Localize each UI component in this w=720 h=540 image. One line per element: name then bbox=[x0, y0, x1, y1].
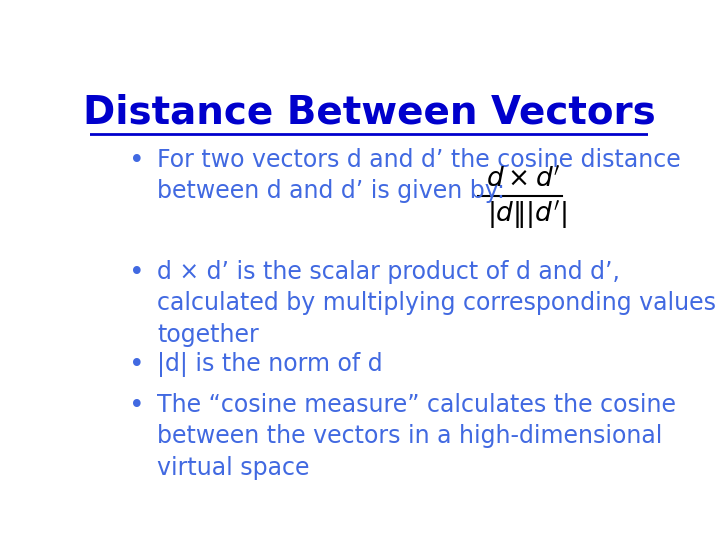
Text: For two vectors d and d’ the cosine distance: For two vectors d and d’ the cosine dist… bbox=[157, 148, 680, 172]
Text: •: • bbox=[129, 352, 145, 377]
Text: •: • bbox=[129, 148, 145, 174]
Text: •: • bbox=[129, 260, 145, 286]
Text: The “cosine measure” calculates the cosine: The “cosine measure” calculates the cosi… bbox=[157, 393, 676, 417]
Text: Distance Between Vectors: Distance Between Vectors bbox=[83, 94, 655, 132]
Text: virtual space: virtual space bbox=[157, 456, 310, 480]
Text: between the vectors in a high-dimensional: between the vectors in a high-dimensiona… bbox=[157, 424, 662, 448]
Text: together: together bbox=[157, 322, 258, 347]
Text: d × d’ is the scalar product of d and d’,: d × d’ is the scalar product of d and d’… bbox=[157, 260, 620, 284]
Text: calculated by multiplying corresponding values: calculated by multiplying corresponding … bbox=[157, 292, 716, 315]
Text: $|d\||d'|$: $|d\||d'|$ bbox=[487, 198, 567, 231]
Text: •: • bbox=[129, 393, 145, 419]
Text: between d and d’ is given by:: between d and d’ is given by: bbox=[157, 179, 505, 203]
Text: $d \times d'$: $d \times d'$ bbox=[486, 167, 561, 193]
Text: |d| is the norm of d: |d| is the norm of d bbox=[157, 352, 382, 377]
